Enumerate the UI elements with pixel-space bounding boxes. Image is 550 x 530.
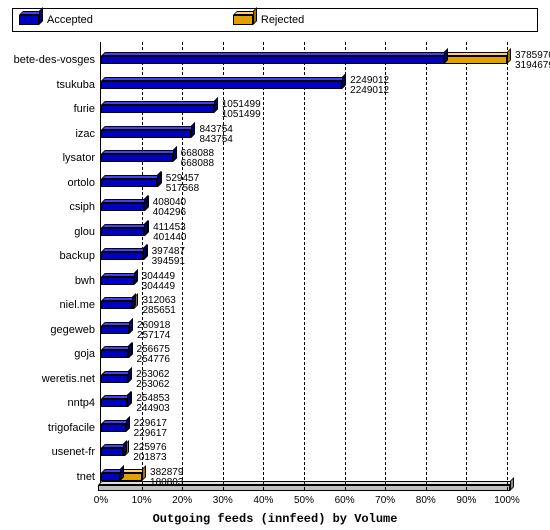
chart-container: Accepted Rejected 0%10%20%30%40%50%60%70… [0, 0, 550, 530]
bar-accepted [101, 203, 144, 211]
category-label: goja [74, 348, 95, 360]
category-label: tsukuba [56, 79, 95, 91]
bar-row: weretis.net253062253062 [101, 367, 507, 392]
bar-row: gegeweb260918257174 [101, 318, 507, 343]
value-accepted: 254776 [137, 355, 170, 365]
legend-swatch-rejected [233, 13, 255, 27]
gridline [507, 42, 508, 490]
category-label: backup [60, 250, 95, 262]
legend: Accepted Rejected [12, 8, 538, 32]
bar-row: tnet382879180803 [101, 465, 507, 490]
category-label: lysator [63, 152, 95, 164]
bar-accepted [101, 301, 132, 309]
bar-row: trigofacile229617229617 [101, 416, 507, 441]
xtick-label: 0% [94, 495, 108, 506]
xtick-label: 40% [253, 495, 273, 506]
bar-row: ortolo529457517568 [101, 171, 507, 196]
bar-row: goja256675254776 [101, 342, 507, 367]
category-label: usenet-fr [52, 446, 95, 458]
bar-accepted [101, 350, 128, 358]
bar-row: bwh304449304449 [101, 269, 507, 294]
bar-accepted [101, 130, 191, 138]
value-accepted: 244903 [136, 404, 169, 414]
xtick-label: 20% [172, 495, 192, 506]
value-accepted: 304449 [142, 282, 175, 292]
xtick-label: 70% [375, 495, 395, 506]
category-label: csiph [69, 201, 95, 213]
category-label: bete-des-vosges [14, 54, 95, 66]
category-label: ortolo [67, 177, 95, 189]
bar-accepted [101, 399, 127, 407]
plot-area: 0%10%20%30%40%50%60%70%80%90%100%bete-de… [100, 42, 507, 491]
legend-label: Rejected [261, 14, 304, 26]
bar-row: backup397487394591 [101, 244, 507, 269]
bar-accepted [101, 473, 120, 481]
category-label: trigofacile [48, 422, 95, 434]
bar-accepted [101, 448, 123, 456]
category-label: furie [74, 103, 95, 115]
category-label: bwh [75, 275, 95, 287]
value-accepted: 180803 [150, 478, 183, 488]
bar-accepted [101, 375, 128, 383]
legend-item-accepted: Accepted [19, 13, 93, 27]
value-accepted: 201873 [133, 453, 166, 463]
x-axis-title: Outgoing feeds (innfeed) by Volume [0, 512, 550, 526]
category-label: nntp4 [67, 397, 95, 409]
xtick-label: 90% [456, 495, 476, 506]
xtick-label: 30% [213, 495, 233, 506]
value-accepted: 1051499 [222, 110, 261, 120]
value-accepted: 253062 [136, 380, 169, 390]
category-label: weretis.net [42, 373, 95, 385]
bar-accepted [101, 228, 144, 236]
bar-accepted [101, 81, 342, 89]
value-accepted: 285651 [142, 306, 175, 316]
bar-accepted [101, 56, 444, 64]
value-accepted: 229617 [134, 429, 167, 439]
xtick-label: 50% [294, 495, 314, 506]
bar-row: niel.me312063285651 [101, 293, 507, 318]
bar-accepted [101, 179, 157, 187]
bar-row: bete-des-vosges37859703194679 [101, 48, 507, 73]
category-label: gegeweb [50, 324, 95, 336]
bar-row: usenet-fr225976201873 [101, 440, 507, 465]
bar-row: glou411453401440 [101, 220, 507, 245]
value-accepted: 404296 [153, 208, 186, 218]
bar-row: tsukuba22490122249012 [101, 73, 507, 98]
xtick-label: 60% [335, 495, 355, 506]
value-accepted: 401440 [153, 233, 186, 243]
bar-accepted [101, 277, 134, 285]
legend-swatch-accepted [19, 13, 41, 27]
bar-accepted [101, 424, 126, 432]
bar-accepted [101, 105, 214, 113]
value-accepted: 668088 [181, 159, 214, 169]
xtick-label: 10% [132, 495, 152, 506]
bar-accepted [101, 326, 129, 334]
value-accepted: 517568 [166, 184, 199, 194]
bar-row: lysator668088668088 [101, 146, 507, 171]
category-label: niel.me [60, 299, 95, 311]
bar-row: izac843754843754 [101, 122, 507, 147]
value-accepted: 394591 [152, 257, 185, 267]
bar-row: nntp4254853244903 [101, 391, 507, 416]
bar-row: furie10514991051499 [101, 97, 507, 122]
category-label: glou [74, 226, 95, 238]
category-label: izac [75, 128, 95, 140]
xtick-label: 100% [494, 495, 520, 506]
bar-accepted [101, 252, 143, 260]
legend-item-rejected: Rejected [233, 13, 304, 27]
bar-row: csiph408040404296 [101, 195, 507, 220]
value-accepted: 2249012 [350, 86, 389, 96]
legend-label: Accepted [47, 14, 93, 26]
category-label: tnet [77, 471, 95, 483]
value-accepted: 257174 [137, 331, 170, 341]
bar-accepted [101, 154, 173, 162]
value-accepted: 3194679 [515, 61, 550, 71]
xtick-label: 80% [416, 495, 436, 506]
value-accepted: 843754 [199, 135, 232, 145]
